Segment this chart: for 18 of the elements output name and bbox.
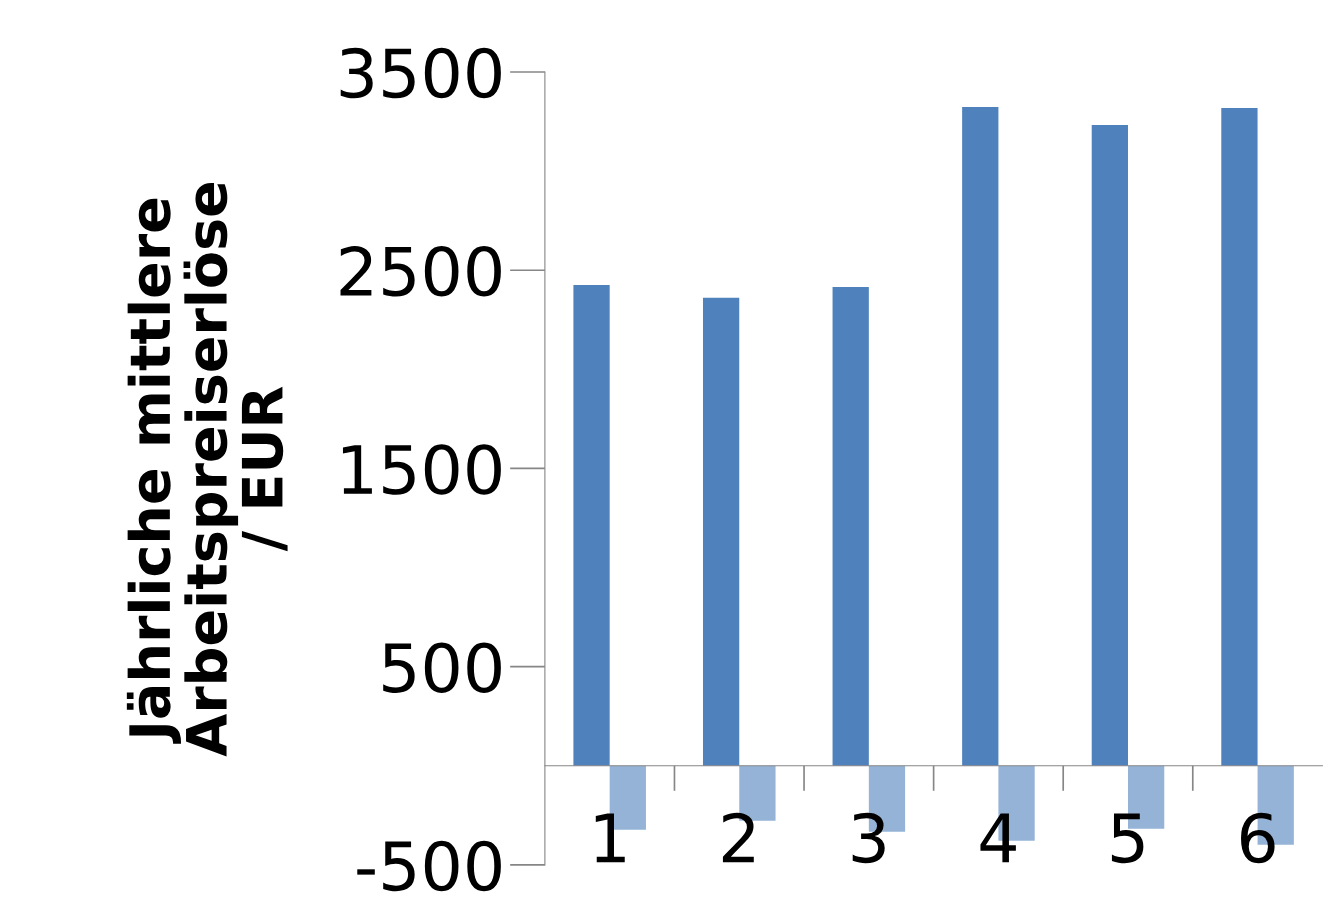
y-tick-label: 500 xyxy=(383,642,501,693)
y-tick-label: 2500 xyxy=(340,246,501,297)
bar xyxy=(1091,124,1128,766)
y-tick-label: 3500 xyxy=(340,47,501,99)
x-tick-label: 5 xyxy=(1111,813,1144,864)
y-tick-label: 1500 xyxy=(342,444,501,495)
x-tick-label: 4 xyxy=(980,813,1016,863)
bar xyxy=(702,297,740,766)
x-tick-label: 1 xyxy=(595,813,625,863)
bar xyxy=(962,106,999,766)
x-tick-label: 3 xyxy=(852,812,885,864)
x-tick-label: 2 xyxy=(722,812,754,863)
x-tick-label: 6 xyxy=(1241,812,1275,864)
bar xyxy=(1221,107,1258,766)
bar xyxy=(573,284,610,766)
y-axis-title: Jährliche mittlere Arbeitspreiserlöse / EUR xyxy=(126,182,288,757)
y-tick-label: -500 xyxy=(357,840,501,892)
bar xyxy=(832,286,869,766)
